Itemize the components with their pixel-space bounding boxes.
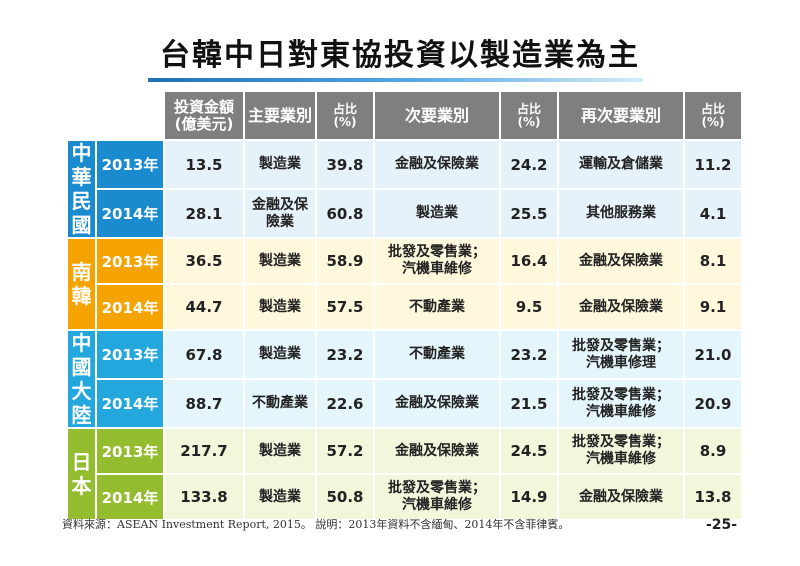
secondary-pct-cell: 25.5 bbox=[501, 190, 557, 237]
tertiary-pct-cell: 21.0 bbox=[685, 331, 741, 378]
secondary-pct-cell: 16.4 bbox=[501, 239, 557, 283]
header-amount-label: 投資金額 (億美元) bbox=[173, 97, 234, 133]
tertiary-cell: 其他服務業 bbox=[559, 190, 683, 237]
tertiary-cell: 批發及零售業； 汽機車維修 bbox=[559, 429, 683, 473]
corner-blank bbox=[68, 92, 95, 139]
primary-cell: 製造業 bbox=[245, 239, 315, 283]
primary-pct-cell: 58.9 bbox=[317, 239, 373, 283]
tertiary-pct-cell: 9.1 bbox=[685, 285, 741, 329]
source-note: 資料來源：ASEAN Investment Report, 2015。 說明：2… bbox=[62, 518, 570, 531]
country-label-china: 中 國 大 陸 bbox=[68, 331, 95, 427]
secondary-cell: 金融及保險業 bbox=[375, 141, 499, 188]
year-cell: 2013年 bbox=[97, 239, 163, 283]
header-primary: 主要業別 bbox=[245, 92, 315, 139]
primary-cell: 製造業 bbox=[245, 331, 315, 378]
year-cell: 2014年 bbox=[97, 285, 163, 329]
tertiary-pct-cell: 13.8 bbox=[685, 475, 741, 519]
primary-cell: 製造業 bbox=[245, 475, 315, 519]
tertiary-pct-cell: 20.9 bbox=[685, 380, 741, 427]
tertiary-cell: 金融及保險業 bbox=[559, 475, 683, 519]
table-row: 2014年 28.1 金融及保 險業 60.8 製造業 25.5 其他服務業 4… bbox=[68, 190, 741, 237]
table-row: 中 華 民 國 2013年 13.5 製造業 39.8 金融及保險業 24.2 … bbox=[68, 141, 741, 237]
amount-cell: 217.7 bbox=[165, 429, 243, 473]
country-label-korea: 南 韓 bbox=[68, 239, 95, 329]
table-row: 南 韓 2013年 36.5 製造業 58.9 批發及零售業； 汽機車維修 16… bbox=[68, 239, 741, 329]
secondary-cell: 製造業 bbox=[375, 190, 499, 237]
header-tertiary-pct: 占比 (%) bbox=[685, 92, 741, 139]
tertiary-cell: 批發及零售業； 汽機車維修 bbox=[559, 380, 683, 427]
primary-pct-cell: 22.6 bbox=[317, 380, 373, 427]
primary-cell: 製造業 bbox=[245, 285, 315, 329]
secondary-cell: 批發及零售業； 汽機車維修 bbox=[375, 239, 499, 283]
primary-pct-cell: 50.8 bbox=[317, 475, 373, 519]
primary-pct-cell: 60.8 bbox=[317, 190, 373, 237]
header-primary-pct: 占比 (%) bbox=[317, 92, 373, 139]
secondary-pct-cell: 9.5 bbox=[501, 285, 557, 329]
country-label-taiwan: 中 華 民 國 bbox=[68, 141, 95, 237]
tertiary-pct-cell: 8.1 bbox=[685, 239, 741, 283]
investment-table: 投資金額 (億美元) 主要業別 占比 (%) 次要業別 占比 (%) 再次要業別… bbox=[66, 90, 743, 521]
primary-cell: 製造業 bbox=[245, 429, 315, 473]
year-cell: 2014年 bbox=[97, 475, 163, 519]
primary-cell: 金融及保 險業 bbox=[245, 190, 315, 237]
table-row: 2014年 44.7 製造業 57.5 不動產業 9.5 金融及保險業 9.1 bbox=[68, 285, 741, 329]
year-cell: 2013年 bbox=[97, 331, 163, 378]
secondary-cell: 金融及保險業 bbox=[375, 380, 499, 427]
secondary-cell: 不動產業 bbox=[375, 285, 499, 329]
header-tertiary: 再次要業別 bbox=[559, 92, 683, 139]
amount-cell: 88.7 bbox=[165, 380, 243, 427]
tertiary-pct-cell: 11.2 bbox=[685, 141, 741, 188]
page-number: -25- bbox=[706, 517, 738, 533]
secondary-pct-cell: 23.2 bbox=[501, 331, 557, 378]
title-underline bbox=[148, 78, 643, 82]
page-title: 台韓中日對東協投資以製造業為主 bbox=[160, 38, 640, 73]
table-row: 日 本 2013年 217.7 製造業 57.2 金融及保險業 24.5 批發及… bbox=[68, 429, 741, 519]
secondary-cell: 批發及零售業； 汽機車維修 bbox=[375, 475, 499, 519]
primary-cell: 不動產業 bbox=[245, 380, 315, 427]
secondary-cell: 金融及保險業 bbox=[375, 429, 499, 473]
secondary-pct-cell: 14.9 bbox=[501, 475, 557, 519]
table-row: 中 國 大 陸 2013年 67.8 製造業 23.2 不動產業 23.2 批發… bbox=[68, 331, 741, 427]
header-row: 投資金額 (億美元) 主要業別 占比 (%) 次要業別 占比 (%) 再次要業別… bbox=[68, 92, 741, 139]
tertiary-cell: 批發及零售業； 汽機車修理 bbox=[559, 331, 683, 378]
secondary-pct-cell: 24.5 bbox=[501, 429, 557, 473]
primary-cell: 製造業 bbox=[245, 141, 315, 188]
year-cell: 2014年 bbox=[97, 380, 163, 427]
year-cell: 2013年 bbox=[97, 429, 163, 473]
amount-cell: 44.7 bbox=[165, 285, 243, 329]
header-secondary-pct: 占比 (%) bbox=[501, 92, 557, 139]
corner-blank bbox=[97, 92, 163, 139]
amount-cell: 28.1 bbox=[165, 190, 243, 237]
header-amount: 投資金額 (億美元) bbox=[165, 92, 243, 139]
primary-pct-cell: 39.8 bbox=[317, 141, 373, 188]
primary-pct-cell: 57.2 bbox=[317, 429, 373, 473]
table-row: 2014年 133.8 製造業 50.8 批發及零售業； 汽機車維修 14.9 … bbox=[68, 475, 741, 519]
year-cell: 2013年 bbox=[97, 141, 163, 188]
amount-cell: 67.8 bbox=[165, 331, 243, 378]
secondary-pct-cell: 24.2 bbox=[501, 141, 557, 188]
country-label-japan: 日 本 bbox=[68, 429, 95, 519]
amount-cell: 133.8 bbox=[165, 475, 243, 519]
primary-pct-cell: 23.2 bbox=[317, 331, 373, 378]
tertiary-cell: 金融及保險業 bbox=[559, 285, 683, 329]
secondary-cell: 不動產業 bbox=[375, 331, 499, 378]
year-cell: 2014年 bbox=[97, 190, 163, 237]
tertiary-cell: 金融及保險業 bbox=[559, 239, 683, 283]
table-row: 2014年 88.7 不動產業 22.6 金融及保險業 21.5 批發及零售業；… bbox=[68, 380, 741, 427]
secondary-pct-cell: 21.5 bbox=[501, 380, 557, 427]
tertiary-pct-cell: 8.9 bbox=[685, 429, 741, 473]
amount-cell: 13.5 bbox=[165, 141, 243, 188]
amount-cell: 36.5 bbox=[165, 239, 243, 283]
tertiary-cell: 運輸及倉儲業 bbox=[559, 141, 683, 188]
primary-pct-cell: 57.5 bbox=[317, 285, 373, 329]
tertiary-pct-cell: 4.1 bbox=[685, 190, 741, 237]
header-secondary: 次要業別 bbox=[375, 92, 499, 139]
